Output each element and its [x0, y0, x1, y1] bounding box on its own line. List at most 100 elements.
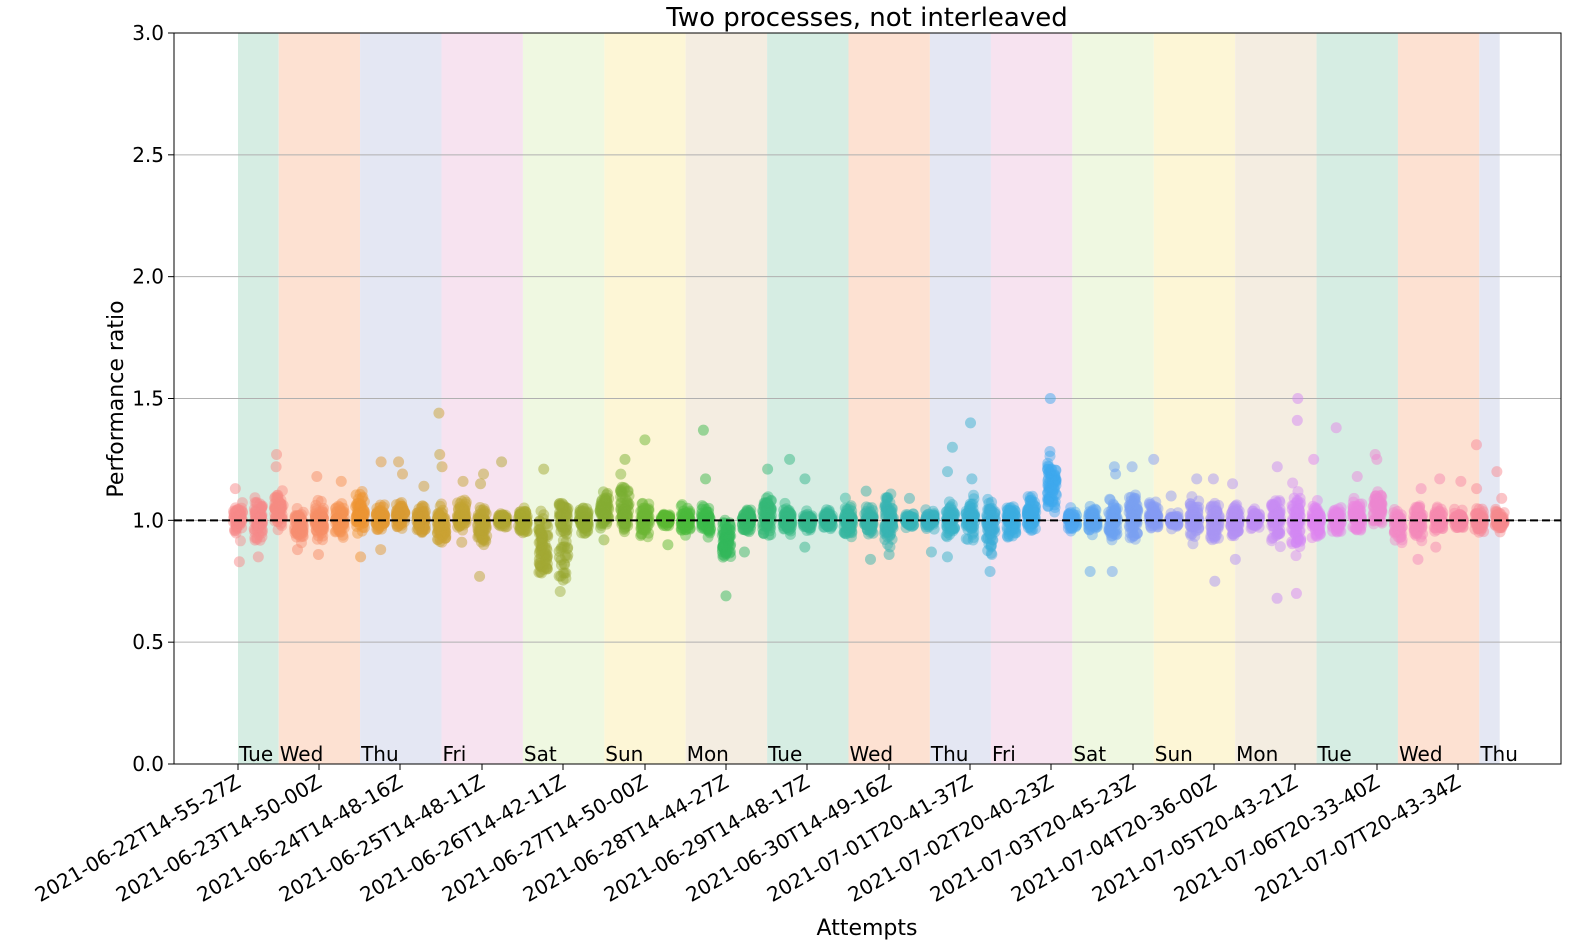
data-point	[234, 519, 246, 531]
data-point	[419, 523, 431, 535]
data-point	[477, 524, 489, 536]
data-point	[294, 531, 306, 543]
data-point	[439, 532, 451, 544]
data-point	[417, 507, 429, 519]
data-point	[433, 508, 445, 520]
data-point	[983, 538, 995, 550]
data-point	[1396, 537, 1408, 549]
data-point	[277, 499, 289, 511]
data-point	[416, 525, 428, 537]
y-tick-label: 0.5	[132, 630, 164, 654]
data-point	[318, 523, 330, 535]
data-point	[440, 526, 452, 538]
data-point	[928, 523, 940, 535]
data-point	[414, 508, 426, 520]
data-point	[396, 500, 408, 512]
data-point	[435, 524, 447, 536]
data-point	[273, 507, 285, 519]
data-point	[297, 524, 309, 536]
data-point	[294, 520, 306, 532]
data-point	[273, 504, 285, 516]
data-point	[988, 516, 1000, 528]
data-point	[275, 498, 287, 510]
data-point	[373, 512, 385, 524]
data-point	[619, 453, 631, 465]
data-point	[371, 519, 383, 531]
data-point	[358, 496, 370, 508]
data-point	[454, 520, 466, 532]
data-point	[274, 500, 286, 512]
data-point	[230, 508, 242, 520]
data-point	[759, 520, 771, 532]
y-axis-label: Performance ratio	[104, 300, 129, 497]
data-point	[252, 551, 264, 563]
data-point	[312, 509, 324, 521]
data-point	[228, 516, 240, 528]
data-point	[1292, 393, 1304, 404]
data-point	[333, 519, 345, 531]
data-point	[336, 522, 348, 534]
data-point	[396, 496, 408, 508]
data-point	[456, 495, 468, 507]
data-point	[291, 503, 303, 515]
data-point	[334, 506, 346, 518]
day-label: Wed	[850, 742, 894, 766]
data-point	[419, 520, 431, 532]
data-point	[493, 516, 505, 528]
data-point	[417, 506, 429, 518]
data-point	[557, 574, 569, 586]
data-point	[334, 520, 346, 532]
data-point	[377, 501, 389, 513]
data-point	[297, 518, 309, 530]
data-point	[255, 509, 267, 521]
data-point	[335, 515, 347, 527]
data-point	[332, 522, 344, 534]
data-point	[903, 492, 915, 504]
data-point	[392, 507, 404, 519]
data-point	[357, 491, 369, 503]
data-point	[436, 528, 448, 540]
data-point	[255, 501, 267, 513]
data-point	[1266, 535, 1278, 547]
data-point	[416, 526, 428, 538]
data-point	[228, 511, 240, 523]
data-point	[316, 519, 328, 531]
data-point	[432, 527, 444, 539]
data-point	[439, 518, 451, 530]
data-point	[1108, 461, 1120, 473]
data-point	[538, 463, 550, 475]
data-point	[254, 510, 266, 522]
data-point	[371, 523, 383, 535]
data-point	[432, 508, 444, 520]
data-point	[474, 526, 486, 538]
data-point	[293, 510, 305, 522]
data-point	[372, 515, 384, 527]
data-point	[354, 519, 366, 531]
data-point	[1151, 516, 1163, 528]
data-point	[310, 511, 322, 523]
data-point	[942, 466, 954, 478]
data-point	[1470, 439, 1482, 451]
data-point	[290, 524, 302, 536]
data-point	[312, 548, 324, 560]
data-point	[432, 520, 444, 532]
data-point	[451, 510, 463, 522]
data-point	[439, 525, 451, 537]
data-point	[291, 510, 303, 522]
data-point	[561, 528, 573, 540]
data-point	[330, 513, 342, 525]
data-point	[371, 502, 383, 514]
data-point	[252, 513, 264, 525]
data-point	[982, 493, 994, 505]
day-label: Thu	[1479, 742, 1518, 766]
data-point	[1351, 470, 1363, 482]
data-point	[1126, 461, 1138, 473]
data-point	[742, 522, 754, 534]
data-point	[251, 519, 263, 531]
data-point	[453, 510, 465, 522]
data-point	[249, 513, 261, 525]
data-point	[1227, 478, 1239, 490]
data-point	[291, 526, 303, 538]
data-point	[459, 504, 471, 516]
